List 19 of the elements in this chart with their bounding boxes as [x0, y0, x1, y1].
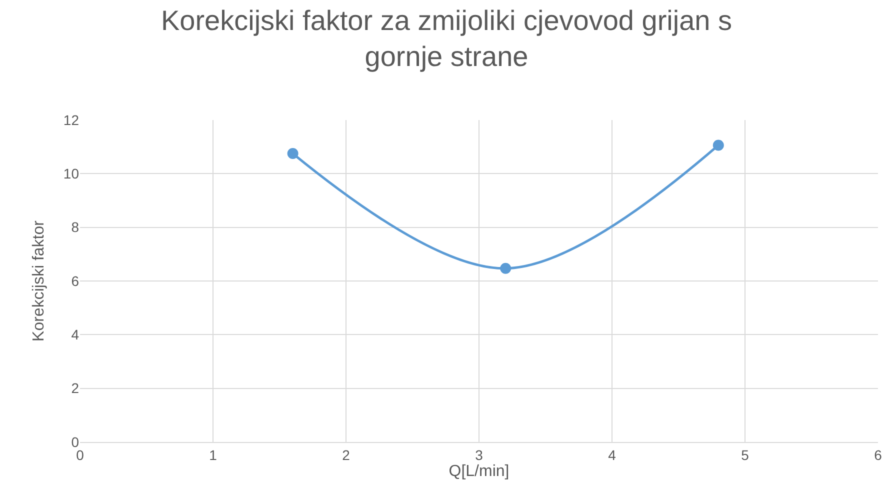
y-tick-label: 12: [63, 112, 80, 128]
y-tick-label: 0: [71, 434, 80, 450]
x-tick-label: 1: [209, 446, 218, 463]
y-tick-label: 8: [71, 219, 80, 236]
x-axis-title: Q[L/min]: [448, 462, 510, 480]
y-axis-title: Korekcijski faktor: [30, 220, 48, 342]
x-tick-label: 3: [475, 446, 484, 463]
point: [287, 148, 298, 160]
x-tick-label: 6: [874, 446, 882, 463]
y-tick-label: 2: [71, 380, 80, 396]
point: [500, 262, 512, 274]
y-tick-label: 4: [71, 326, 80, 343]
x-tick-label: 5: [741, 446, 750, 463]
x-tick-label: 4: [608, 446, 616, 463]
x-tick-label: 2: [342, 446, 350, 463]
chart-title: Korekcijski faktor za zmijoliki cjevovod grijan s gornje strane: [160, 4, 732, 72]
y-tick-label: 6: [71, 272, 80, 289]
y-tick-label: 10: [63, 166, 80, 182]
point: [712, 140, 724, 151]
